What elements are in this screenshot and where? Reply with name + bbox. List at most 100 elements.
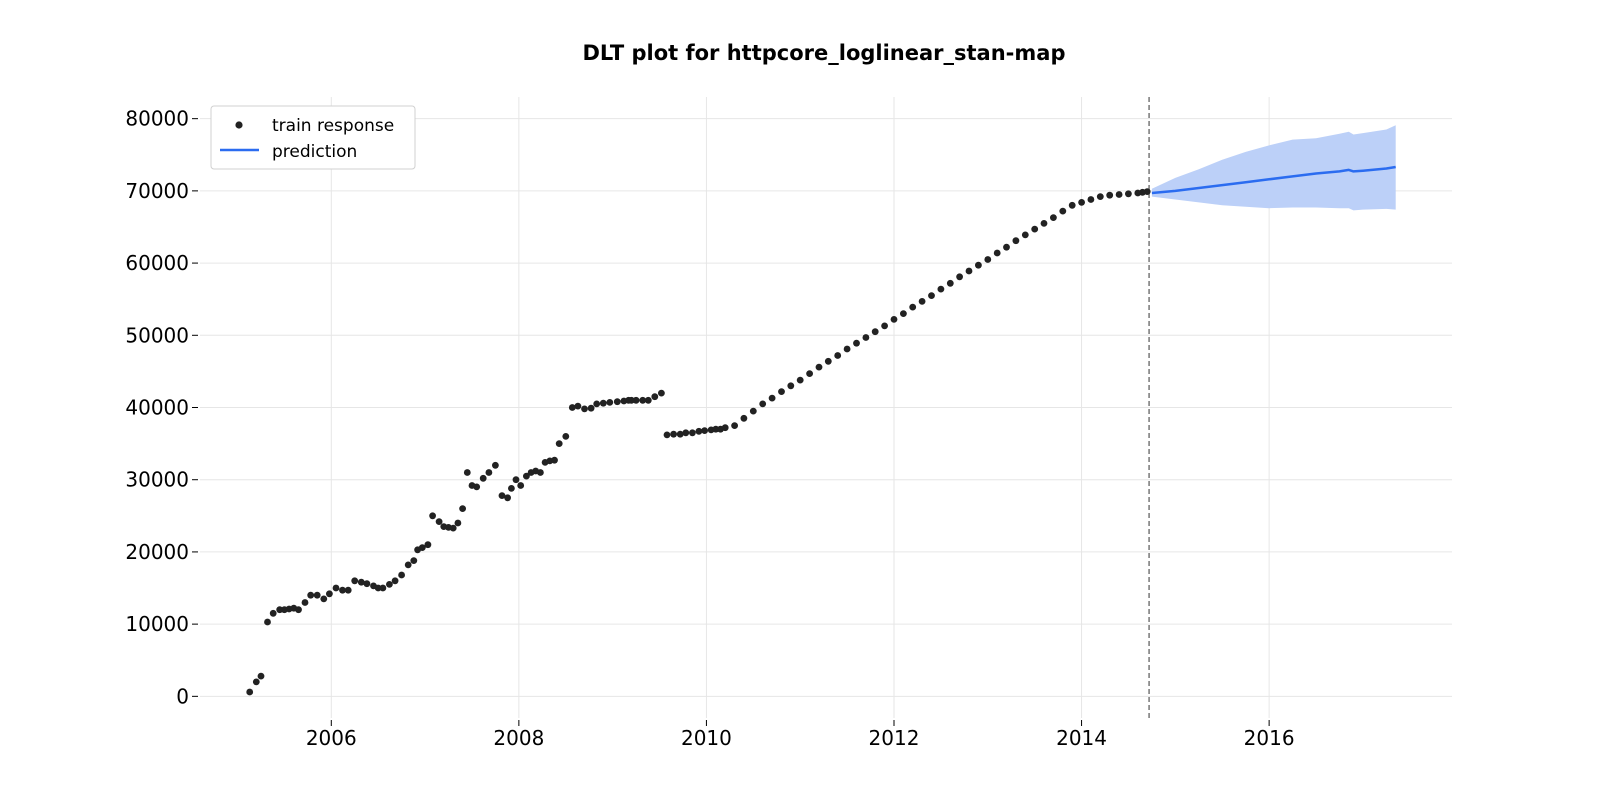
y-tick-label: 40000 — [125, 396, 189, 420]
train-point — [599, 399, 607, 407]
y-tick-label: 10000 — [125, 612, 189, 636]
train-point — [1087, 196, 1095, 203]
train-point — [918, 298, 926, 305]
train-point — [749, 407, 757, 415]
train-point — [670, 430, 677, 438]
train-point — [568, 404, 576, 411]
train-point — [1031, 225, 1039, 233]
train-point — [398, 571, 405, 579]
train-point — [787, 382, 795, 390]
train-point — [928, 292, 935, 299]
train-point — [768, 394, 776, 402]
train-point — [644, 396, 652, 404]
train-point — [517, 482, 525, 489]
train-point — [682, 429, 690, 437]
train-point — [843, 345, 851, 353]
train-point — [473, 483, 481, 491]
train-point — [295, 606, 302, 614]
y-tick-label: 70000 — [125, 179, 189, 203]
train-point — [357, 578, 365, 586]
y-axis-ticks: 0 10000 20000 30000 40000 50000 60000 70000 8000… — [125, 107, 198, 708]
train-point — [246, 688, 254, 696]
train-point — [313, 591, 321, 599]
x-tick-label: 2006 — [306, 726, 357, 750]
train-point — [993, 249, 1001, 257]
train-point — [900, 310, 907, 317]
train-point — [909, 303, 917, 311]
train-point — [1050, 214, 1057, 222]
train-point — [424, 541, 432, 549]
train-point — [937, 285, 945, 293]
train-point — [551, 456, 558, 464]
train-point — [676, 430, 684, 438]
y-tick-label: 0 — [176, 684, 189, 708]
train-point — [824, 357, 832, 365]
train-point — [508, 485, 515, 492]
train-point — [449, 524, 457, 532]
y-tick-label: 30000 — [125, 468, 189, 492]
train-point — [492, 461, 499, 469]
train-point — [257, 672, 265, 680]
train-point — [834, 352, 842, 359]
train-point — [264, 618, 271, 626]
prediction-path — [1151, 165, 1396, 195]
train-point — [459, 505, 466, 512]
legend-box — [210, 105, 416, 170]
train-point — [363, 580, 371, 588]
train-point — [606, 399, 614, 406]
train-point — [555, 440, 563, 447]
train-point — [410, 557, 418, 564]
x-tick-label: 2014 — [1056, 726, 1107, 750]
train-point — [386, 581, 393, 588]
train-point — [498, 492, 506, 499]
train-point — [946, 279, 954, 287]
train-point — [1078, 199, 1085, 206]
train-point — [628, 396, 635, 404]
train-point — [778, 388, 785, 395]
train-point — [721, 424, 729, 432]
train-point — [975, 261, 982, 269]
x-tick-label: 2008 — [493, 726, 544, 750]
train-point — [320, 595, 328, 603]
x-tick-label: 2016 — [1244, 726, 1295, 750]
y-tick-label: 60000 — [125, 251, 189, 275]
train-point — [1012, 237, 1020, 245]
train-point — [1021, 231, 1029, 239]
train-point — [593, 400, 601, 408]
train-point — [815, 363, 823, 371]
train-point — [881, 322, 888, 330]
train-point — [523, 472, 530, 480]
train-point — [740, 414, 748, 422]
train-point — [479, 474, 487, 482]
train-point — [651, 393, 659, 401]
train-point — [339, 586, 346, 594]
train-point — [307, 591, 315, 599]
train-point — [701, 427, 708, 434]
train-point — [587, 404, 595, 412]
train-point — [537, 469, 544, 476]
train-point — [379, 584, 387, 592]
legend-prediction-label: prediction — [272, 142, 357, 162]
train-point — [374, 584, 382, 592]
train-point — [252, 678, 260, 686]
train-point — [418, 544, 426, 551]
train-point — [276, 606, 284, 614]
train-point — [1096, 193, 1104, 201]
train-point — [1040, 220, 1048, 227]
train-point — [984, 256, 992, 263]
train-point — [806, 370, 813, 377]
train-point — [1068, 201, 1076, 209]
train-point — [796, 376, 804, 384]
train-point — [332, 584, 340, 592]
legend-train-label: train response — [272, 116, 394, 136]
train-point — [404, 561, 412, 569]
train-point — [562, 433, 570, 440]
train-point — [695, 427, 703, 435]
train-response-points — [246, 188, 1151, 696]
x-axis-ticks: 2006 2008 2010 2012 2014 2016 — [306, 720, 1295, 750]
y-tick-label: 20000 — [125, 540, 189, 564]
prediction-line — [1151, 165, 1396, 195]
train-point — [1125, 190, 1132, 198]
train-point — [613, 398, 621, 406]
